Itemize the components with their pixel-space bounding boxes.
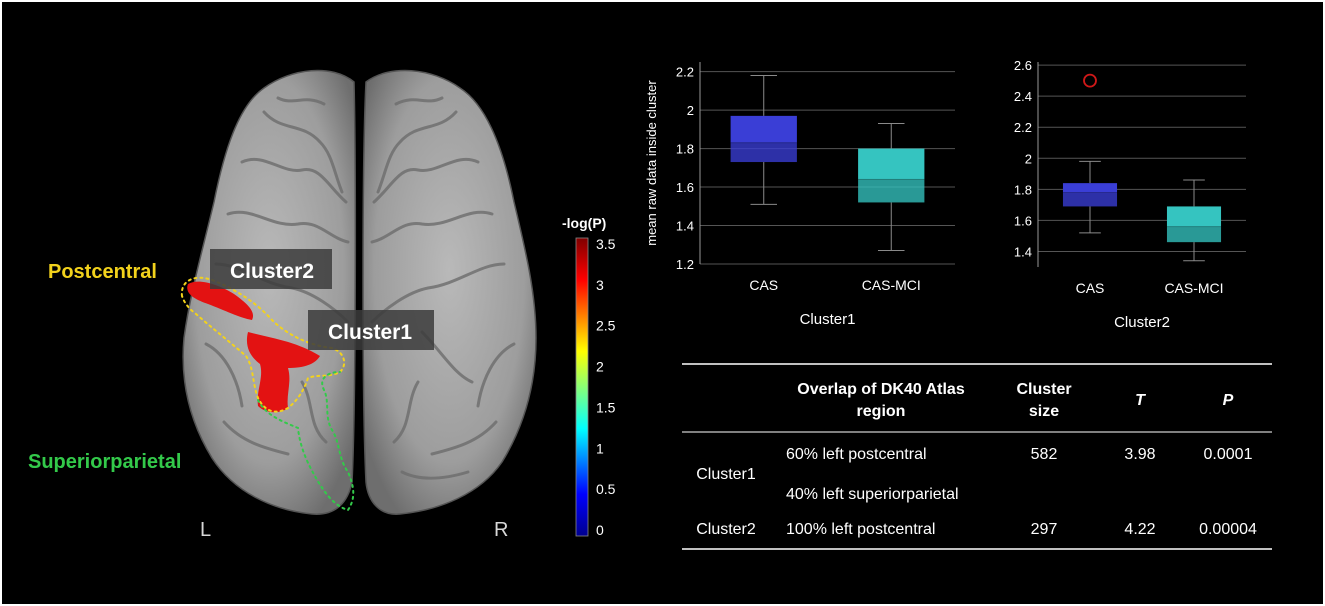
cluster2-label: Cluster2 [230,260,314,283]
outlier-point [1083,73,1097,88]
colorbar-title: -log(P) [562,215,606,231]
header-region-line2: region [857,403,906,420]
y-tick-label: 1.8 [676,142,694,157]
x-axis-label: Cluster2 [1114,314,1170,331]
y-tick-label: 2.4 [1014,89,1032,104]
x-tick-label: CAS-MCI [1164,280,1223,296]
y-tick-label: 1.8 [1014,182,1032,197]
box-lower-half [1166,226,1222,243]
cluster1-label: Cluster1 [328,321,412,344]
colorbar-gradient [575,237,589,537]
row2-size: 297 [1031,521,1058,538]
postcentral-label: Postcentral [48,261,157,283]
colorbar-tick-label: 3 [596,277,604,293]
colorbar-tick-label: 0 [596,522,604,538]
brain-render [180,69,537,515]
superiorparietal-outline [257,371,355,512]
row2-p: 0.00004 [1199,521,1257,538]
y-tick-label: 2.2 [676,65,694,80]
x-axis-label: Cluster1 [800,311,856,328]
colorbar-tick-label: 1.5 [596,399,616,415]
colorbar-ticks: 3.5 3 2.5 2 1.5 1 0.5 0 [596,236,616,538]
activation-cluster2 [187,281,254,320]
colorbar-tick-label: 2 [596,359,604,375]
superiorparietal-label: Superiorparietal [28,451,181,473]
box-upper-half [730,115,797,143]
y-tick-label: 1.4 [1014,244,1032,259]
row1-size: 582 [1031,446,1058,463]
y-tick-label: 1.6 [1014,213,1032,228]
header-p: P [1223,392,1234,409]
results-table: Overlap of DK40 Atlas region Cluster siz… [682,363,1272,550]
colorbar: -log(P) 3.5 3 2.5 2 1.5 1 0.5 0 [562,215,616,538]
x-tick-label: CAS-MCI [862,277,921,293]
colorbar-tick-label: 0.5 [596,481,616,497]
cluster1-label-box [308,310,434,350]
x-tick-label: CAS [1076,280,1105,296]
row1-t: 3.98 [1124,446,1155,463]
box-upper-half [1166,206,1222,227]
x-tick-label: CAS [749,277,778,293]
sulci [204,96,516,480]
header-t: T [1135,392,1146,409]
header-size-line2: size [1029,403,1059,420]
row2-region1: 100% left postcentral [786,521,935,538]
box-upper-half [1062,183,1118,193]
y-tick-label: 1.4 [676,219,694,234]
row1-cluster: Cluster1 [696,466,756,483]
activation-cluster1 [246,332,320,413]
y-tick-label: 2.6 [1014,58,1032,73]
y-tick-label: 2 [1025,151,1032,166]
y-axis-label: mean raw data inside cluster [644,80,659,246]
header-size-line1: Cluster [1016,381,1071,398]
left-hemisphere [182,69,357,515]
y-tick-label: 2 [687,103,694,118]
header-region-line1: Overlap of DK40 Atlas [797,381,965,398]
cluster2-label-box [210,249,332,289]
boxplot-cluster1: 1.2 1.4 1.6 1.8 2 2.2 CAS CAS-MCI Cluster1 mean r… [644,62,955,328]
box-lower-half [858,179,925,203]
y-tick-label: 2.2 [1014,120,1032,135]
y-tick-label: 1.2 [676,257,694,272]
box-upper-half [858,148,925,180]
boxplot-cluster2: 1.4 1.6 1.8 2 2.2 2.4 2.6 CAS CAS-MCI Cluster2 [1014,58,1246,331]
right-hemisphere [362,69,537,515]
postcentral-outline [180,276,346,413]
row1-p: 0.0001 [1204,446,1253,463]
right-label: R [494,519,508,541]
colorbar-tick-label: 2.5 [596,318,616,334]
left-label: L [200,519,211,541]
colorbar-tick-label: 1 [596,440,604,456]
row2-t: 4.22 [1124,521,1155,538]
y-tick-label: 1.6 [676,180,694,195]
box-lower-half [730,142,797,163]
box-lower-half [1062,192,1118,207]
row1-region2: 40% left superiorparietal [786,486,959,503]
row1-region1: 60% left postcentral [786,446,927,463]
colorbar-tick-label: 3.5 [596,236,616,252]
row2-cluster: Cluster2 [696,521,756,538]
